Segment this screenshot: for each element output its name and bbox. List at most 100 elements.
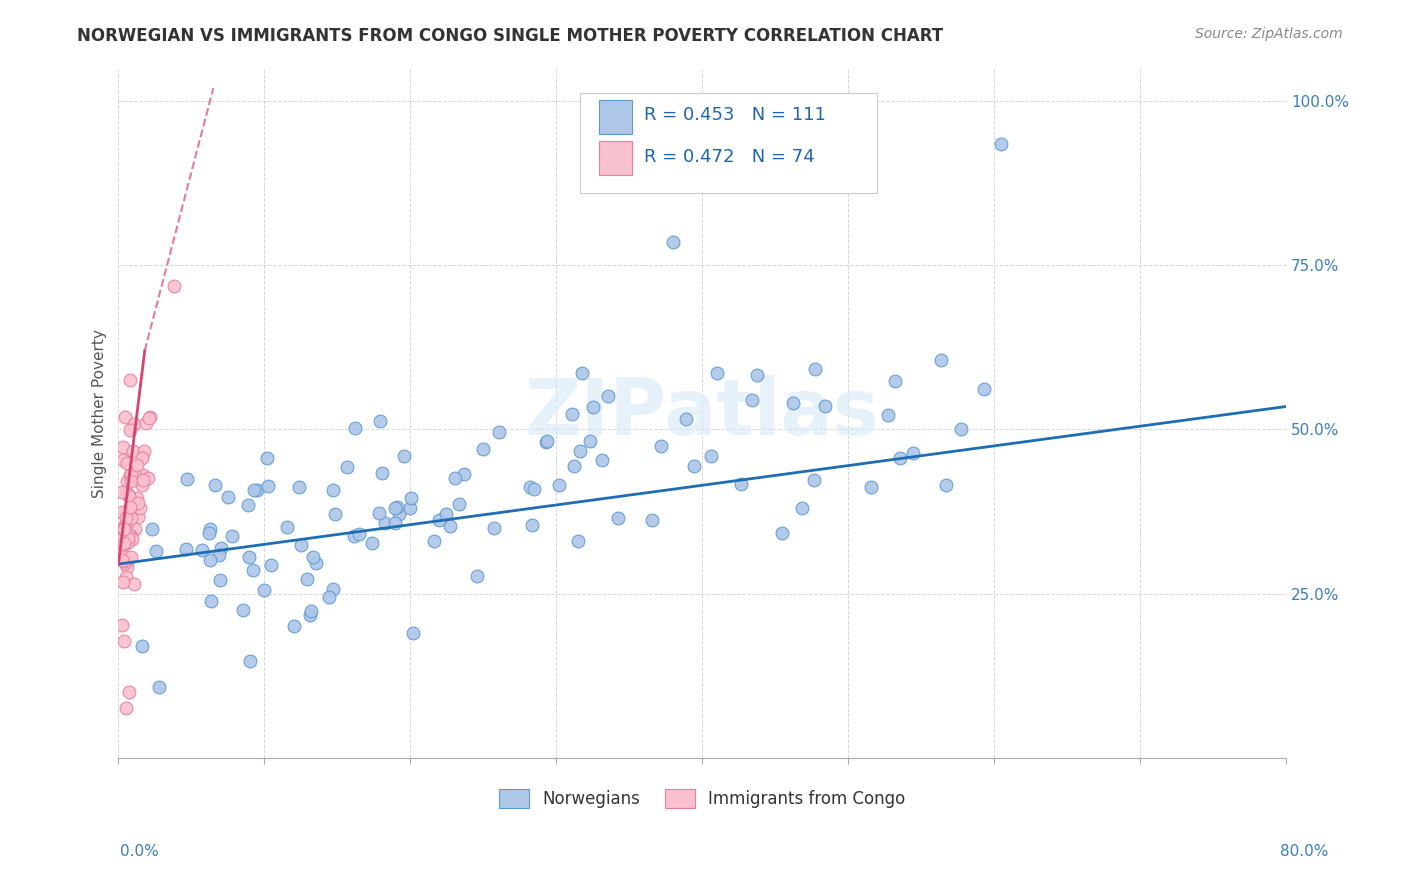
Point [706,366,728,380]
Point [118,500,141,514]
Point [111,538,134,552]
Point [321,483,343,497]
Point [246,483,269,498]
Point [683,458,706,473]
Point [803,474,825,488]
Point [120,474,142,488]
Point [207,548,229,562]
Point [112,554,135,568]
Point [148,680,170,694]
Point [561,407,583,421]
Point [299,604,322,618]
Point [120,549,142,564]
Point [120,529,142,543]
Point [232,603,254,617]
Point [132,473,155,487]
Point [259,558,281,572]
Point [120,510,142,524]
Point [138,410,160,425]
Point [139,409,162,424]
Point [117,534,139,549]
Bar [599,100,633,134]
Point [114,522,136,536]
Point [650,439,672,453]
Point [641,513,664,527]
Point [129,500,152,515]
Point [112,536,135,550]
Point [209,541,232,556]
Point [520,518,543,533]
Point [120,373,142,387]
Point [889,450,911,465]
Text: 0.0%: 0.0% [120,845,159,859]
Point [114,409,136,424]
Point [253,583,276,598]
Point [121,532,143,546]
Point [200,522,222,536]
Point [929,352,952,367]
Point [124,467,146,482]
Point [131,639,153,653]
Point [239,654,262,668]
Point [242,563,264,577]
Point [519,480,541,494]
Point [132,468,155,483]
Point [115,554,138,568]
Text: Source: ZipAtlas.com: Source: ZipAtlas.com [1195,27,1343,41]
Point [523,482,546,496]
Point [582,400,605,414]
Point [236,498,259,512]
Point [562,459,585,474]
Point [290,539,312,553]
Point [136,471,159,485]
Point [662,235,685,250]
Point [283,619,305,633]
Point [344,421,367,435]
Point [114,557,136,571]
Point [256,451,278,466]
Point [112,575,135,590]
Point [859,480,882,494]
Point [238,550,260,565]
Point [534,434,557,449]
Point [384,501,406,516]
Point [122,417,145,432]
Point [120,423,142,437]
Point [990,136,1012,151]
Legend: Norwegians, Immigrants from Congo: Norwegians, Immigrants from Congo [492,782,912,814]
Point [118,467,141,482]
Point [439,519,461,533]
Point [571,366,593,380]
Point [443,471,465,485]
Point [790,500,813,515]
Point [471,442,494,456]
Point [297,572,319,586]
Text: ZIPatlas: ZIPatlas [524,375,880,451]
Text: R = 0.472   N = 74: R = 0.472 N = 74 [644,148,814,166]
Point [114,569,136,583]
Point [115,507,138,521]
Point [117,507,139,521]
Point [111,552,134,566]
Point [973,382,995,396]
Point [447,497,470,511]
Point [125,458,148,472]
Point [141,522,163,536]
Point [118,527,141,541]
Point [813,399,835,413]
Point [606,511,628,525]
Point [118,685,141,699]
Point [120,502,142,516]
Point [131,449,153,463]
FancyBboxPatch shape [579,93,877,193]
Point [111,505,134,519]
Point [323,507,346,521]
Point [115,474,138,488]
Point [374,516,396,530]
Point [121,444,143,458]
Point [120,467,142,481]
Point [288,480,311,494]
Point [111,531,134,545]
Point [401,626,423,640]
Point [770,525,793,540]
